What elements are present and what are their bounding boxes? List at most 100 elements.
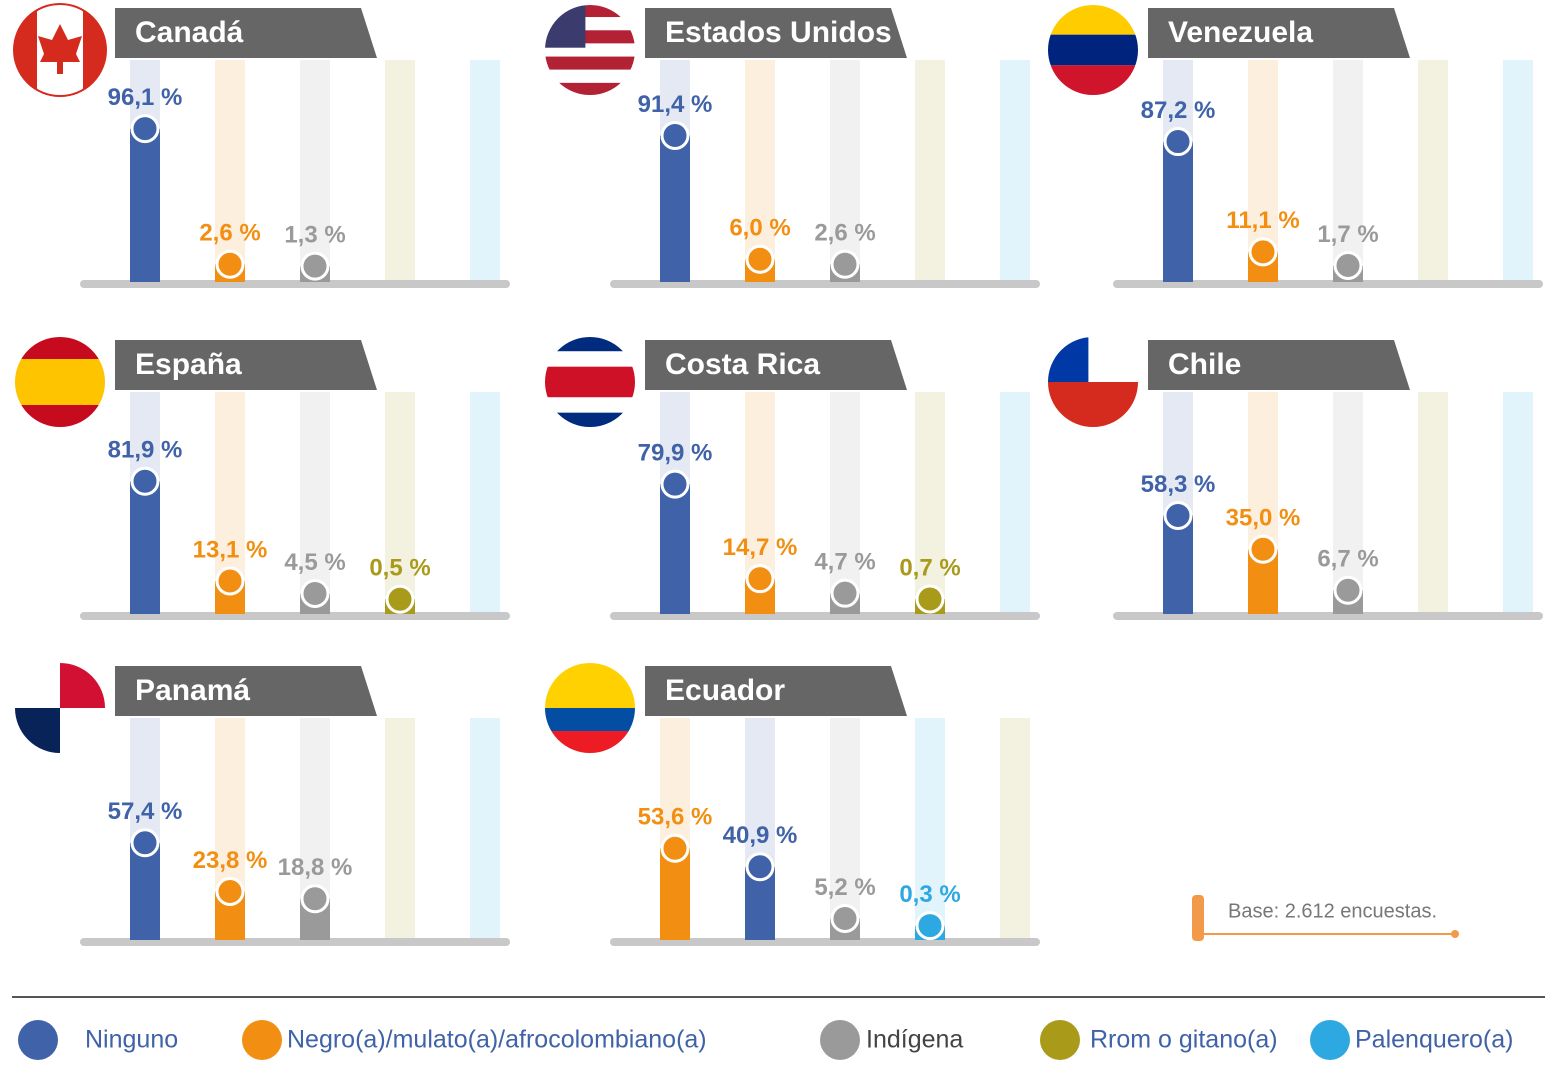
column-background [385, 718, 415, 940]
flag-part [14, 336, 106, 359]
panel-title: Canadá [135, 16, 244, 49]
bar-cap [300, 884, 330, 914]
bar-cap [1163, 500, 1193, 530]
bar-cap [215, 876, 245, 906]
bar [660, 135, 690, 282]
column-background [385, 60, 415, 282]
bar-cap [915, 911, 945, 941]
value-label: 87,2 % [1141, 97, 1216, 124]
column-background [1000, 60, 1030, 282]
title-tab [115, 340, 377, 390]
value-label: 91,4 % [638, 91, 713, 118]
baseline [80, 280, 510, 288]
bar [130, 128, 160, 282]
bar-cap [660, 120, 690, 150]
value-label: 4,5 % [284, 549, 345, 576]
flag-ring [13, 3, 107, 97]
panel-title: España [135, 348, 242, 381]
legend-swatch [1040, 1020, 1080, 1060]
title-tab [1148, 340, 1410, 390]
bar-cap [300, 578, 330, 608]
panel: 79,9 % 14,7 % 4,7 % 0,7 % Costa Rica [543, 335, 1040, 620]
panel-title: Estados Unidos [665, 16, 892, 49]
bar [130, 842, 160, 940]
panel-title: Panamá [135, 674, 250, 707]
flag-part [544, 708, 636, 731]
legend-swatch [18, 1020, 58, 1060]
value-label: 1,3 % [284, 221, 345, 248]
flag-part [1047, 65, 1139, 96]
bar-cap [1248, 237, 1278, 267]
flag-ring [1046, 3, 1140, 97]
value-label: 11,1 % [1226, 207, 1299, 234]
bar-cap [1333, 575, 1363, 605]
flag-part [1047, 382, 1139, 428]
bar-cap [130, 466, 160, 496]
value-label: 2,6 % [199, 220, 260, 247]
column-background [830, 392, 860, 614]
bar-cap [830, 578, 860, 608]
bar-cap [1333, 251, 1363, 281]
legend-label: Negro(a)/mulato(a)/afrocolombiano(a) [287, 1026, 707, 1054]
legend-swatch [242, 1020, 282, 1060]
bar-cap [385, 584, 415, 614]
value-label: 0,5 % [369, 555, 430, 582]
bar-cap [745, 244, 775, 274]
bar [1163, 141, 1193, 282]
panel: 96,1 % 2,6 % 1,3 % Canadá [13, 3, 510, 288]
panel: 58,3 % 35,0 % 6,7 % Chile [1046, 335, 1543, 620]
column-background [1503, 392, 1533, 614]
baseline [1113, 280, 1543, 288]
bar [660, 484, 690, 614]
bar-cap [830, 249, 860, 279]
panel: 87,2 % 11,1 % 1,7 % Venezuela [1046, 3, 1543, 288]
flag-ring [543, 3, 637, 97]
column-background [1000, 392, 1030, 614]
bar-cap [300, 251, 330, 281]
flag-part [544, 662, 636, 708]
value-label: 53,6 % [638, 804, 713, 831]
bar [130, 481, 160, 614]
legend-label: Indígena [866, 1026, 963, 1054]
bar-cap [745, 564, 775, 594]
column-background [215, 60, 245, 282]
bar-cap [215, 566, 245, 596]
flag-ring [1046, 335, 1140, 429]
panel-title: Ecuador [665, 674, 785, 707]
value-label: 96,1 % [108, 84, 183, 111]
value-label: 6,7 % [1317, 546, 1378, 573]
value-label: 14,7 % [723, 534, 798, 561]
flag-part [1047, 34, 1139, 66]
flag [544, 662, 636, 754]
value-label: 2,6 % [814, 220, 875, 247]
value-label: 18,8 % [278, 854, 353, 881]
value-label: 58,3 % [1141, 471, 1216, 498]
panel: 81,9 % 13,1 % 4,5 % 0,5 % España [13, 335, 510, 620]
flag [14, 662, 106, 754]
bar-cap [1248, 534, 1278, 564]
flag-part [14, 4, 37, 96]
bar-cap [130, 114, 160, 144]
column-background [470, 60, 500, 282]
flag-part [14, 405, 106, 428]
title-tab [645, 340, 907, 390]
value-label: 4,7 % [814, 549, 875, 576]
bar-cap [215, 249, 245, 279]
panel-title: Chile [1168, 348, 1241, 381]
panel: 91,4 % 6,0 % 2,6 % Estados Unidos [543, 3, 1040, 288]
bar-cap [830, 903, 860, 933]
bar-cap [745, 852, 775, 882]
baseline [1113, 612, 1543, 620]
bar [660, 848, 690, 940]
legend-label: Rrom o gitano(a) [1090, 1026, 1278, 1054]
column-background [915, 60, 945, 282]
column-background [915, 718, 945, 940]
bar-cap [1163, 127, 1193, 157]
column-background [1503, 60, 1533, 282]
value-label: 1,7 % [1317, 221, 1378, 248]
flag-part [14, 359, 106, 405]
title-tab [645, 666, 907, 716]
value-label: 5,2 % [814, 874, 875, 901]
baseline [610, 280, 1040, 288]
